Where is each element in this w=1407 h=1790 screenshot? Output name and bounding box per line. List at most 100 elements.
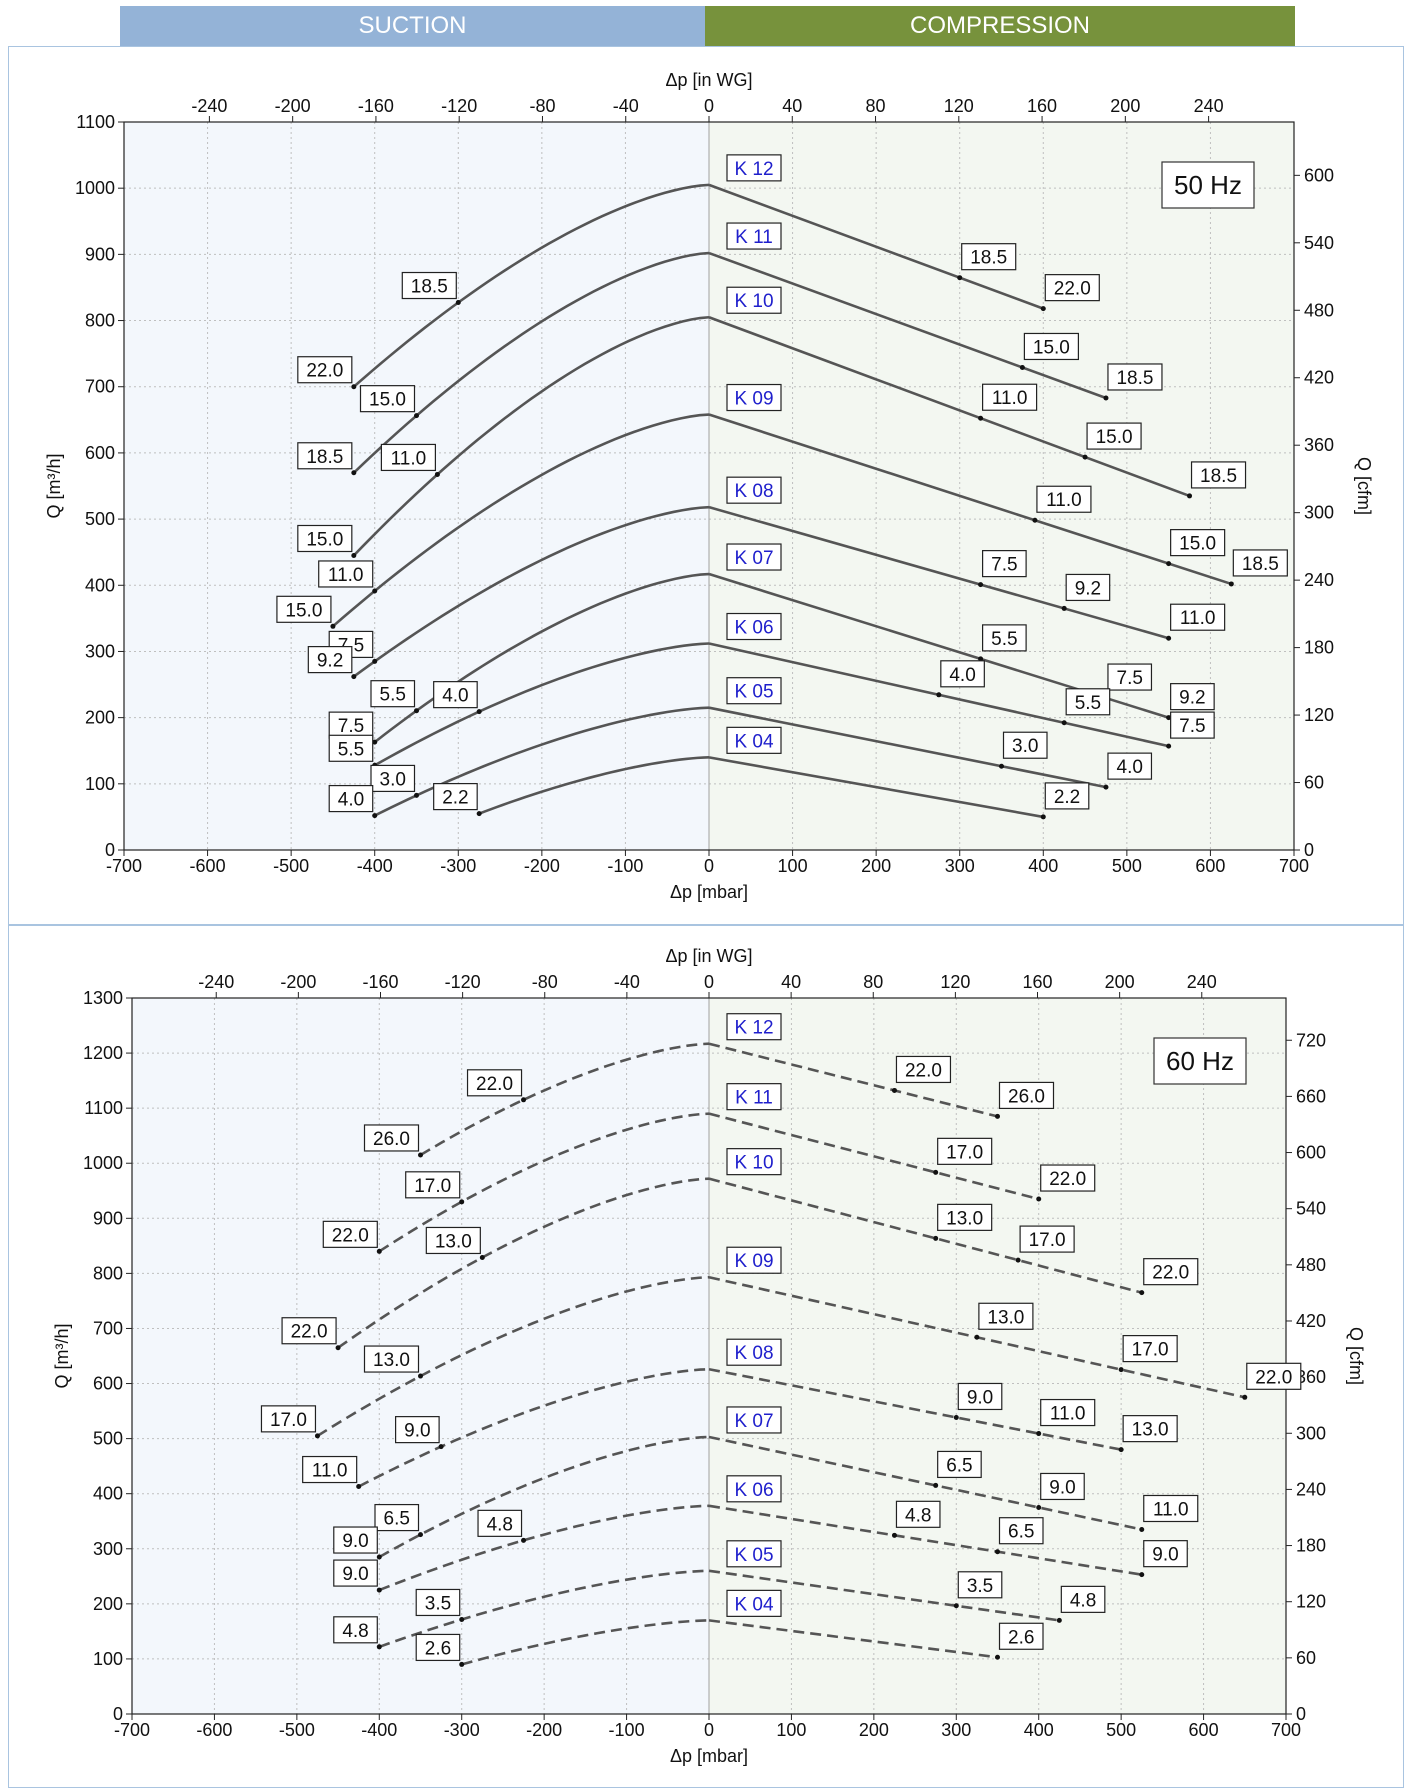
series-label-box (726, 1589, 782, 1617)
power-label-box (1019, 1225, 1075, 1253)
frequency-title-text: 50 Hz (1174, 170, 1242, 200)
data-point (335, 1345, 341, 1351)
power-label-box (1040, 1398, 1096, 1427)
data-point (438, 1444, 444, 1450)
y-tick-label: 0 (105, 840, 115, 860)
series-label: K 05 (734, 682, 773, 703)
power-label: 22.0 (905, 1060, 942, 1081)
y2-tick-label: 540 (1304, 233, 1334, 253)
power-label: 22.0 (291, 1322, 328, 1343)
suction-curve (352, 251, 710, 474)
power-label-box (1023, 332, 1079, 361)
series-label: K 11 (735, 227, 773, 248)
power-label: 4.8 (905, 1505, 931, 1526)
x2-tick-label: 120 (940, 972, 970, 992)
compression-curve (708, 505, 1169, 640)
data-point (459, 1616, 465, 1622)
series-label-box (726, 476, 782, 504)
data-point (479, 1254, 485, 1260)
x2-tick-label: -120 (441, 96, 477, 116)
power-label: 4.0 (1117, 757, 1143, 778)
series-label: K 09 (734, 389, 773, 410)
power-label: 13.0 (435, 1231, 472, 1252)
data-point (1015, 1257, 1021, 1263)
power-label-box (433, 782, 478, 811)
x2-tick-label: -40 (614, 972, 640, 992)
data-point (978, 656, 984, 662)
power-label: 26.0 (1008, 1086, 1045, 1107)
y-tick-label: 0 (113, 1704, 123, 1724)
power-label-box (415, 1633, 461, 1662)
series-label: K 07 (734, 548, 773, 569)
compression-curve (708, 1504, 1142, 1576)
power-label: 9.2 (317, 651, 343, 672)
power-label-box (978, 1302, 1034, 1330)
power-label: 7.5 (1117, 668, 1143, 689)
frequency-title: 60 Hz (1153, 1037, 1247, 1085)
power-label: 26.0 (373, 1129, 410, 1150)
power-label-box (1143, 1258, 1199, 1286)
power-label: 4.8 (342, 1621, 368, 1642)
power-label: 9.0 (967, 1387, 993, 1408)
power-label: 9.0 (404, 1421, 430, 1442)
y-tick-label: 500 (93, 1429, 123, 1449)
power-label-box (466, 1069, 523, 1097)
suction-curve (378, 1435, 710, 1559)
compression-curve (708, 251, 1107, 400)
power-label-box (1143, 1494, 1199, 1523)
power-label: 3.5 (425, 1593, 451, 1614)
y2-tick-label: 720 (1296, 1030, 1326, 1050)
y-tick-label: 1100 (84, 1098, 123, 1118)
y2-tick-label: 480 (1296, 1255, 1326, 1275)
y-tick-label: 400 (85, 575, 115, 595)
chart-60hz: -700 -600 -500 -400 -300 -200 -100 0 100 200 300 40… (52, 946, 1366, 1766)
suction-curve (378, 1569, 710, 1649)
x-tick-label: 0 (704, 856, 714, 876)
series-label-box (726, 726, 782, 754)
data-point (1242, 1394, 1248, 1400)
compression-header: COMPRESSION (705, 6, 1295, 46)
x-tick-label: 200 (861, 856, 891, 876)
data-point (414, 792, 419, 798)
power-label: 18.5 (970, 248, 1007, 269)
y2-axis-title: Q [cfm] (1346, 1327, 1366, 1385)
data-point (418, 1373, 423, 1379)
power-label: 11.0 (1050, 1404, 1086, 1425)
x-tick-label: 700 (1271, 1720, 1301, 1740)
power-label-box (276, 595, 332, 623)
power-label-box (297, 356, 353, 384)
compression-curve (708, 1112, 1040, 1201)
y-tick-label: 700 (93, 1318, 123, 1338)
x-tick-label: -600 (196, 1720, 232, 1740)
data-point (1040, 814, 1046, 820)
data-point (351, 552, 357, 558)
power-label: 11.0 (1180, 608, 1216, 629)
power-label: 6.5 (384, 1509, 410, 1530)
y2-tick-label: 180 (1304, 638, 1334, 658)
y-tick-label: 200 (93, 1594, 123, 1614)
data-point (414, 708, 419, 714)
power-label: 11.0 (391, 448, 427, 469)
compression-curve (708, 1177, 1143, 1294)
power-label: 22.0 (332, 1225, 369, 1246)
compression-curve (708, 413, 1232, 586)
series-k04: K 04 2.6 2.6 (415, 1589, 1044, 1667)
power-label-box (415, 1588, 461, 1617)
power-label: 18.5 (306, 447, 343, 468)
series-k05: K 05 3.0 4.0 3.0 4.0 (328, 677, 1153, 819)
data-point (434, 471, 440, 477)
compression-region (709, 998, 1286, 1714)
data-point (1139, 1526, 1145, 1532)
x2-tick-label: 80 (866, 96, 886, 116)
series-label-box (726, 612, 782, 641)
power-label-box (363, 1345, 420, 1373)
x-tick-label: -100 (607, 856, 643, 876)
data-point (372, 813, 378, 819)
data-point (356, 1484, 362, 1490)
data-point (372, 658, 378, 664)
x-tick-label: 100 (776, 1720, 806, 1740)
data-point (933, 1235, 939, 1241)
data-point (995, 1113, 1000, 1119)
data-point (330, 623, 336, 629)
data-point (459, 1199, 465, 1205)
